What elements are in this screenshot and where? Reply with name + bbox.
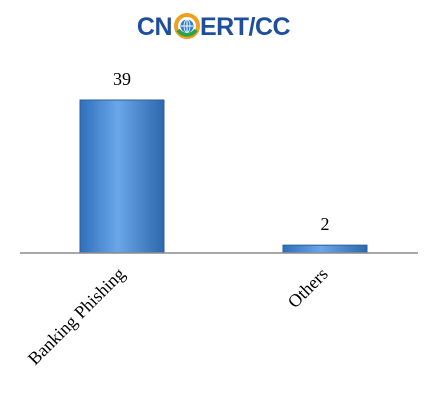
logo-text-right: ERT/CC <box>200 13 291 41</box>
bar-1 <box>282 244 368 254</box>
cncert-logo: CN ERT/CC <box>137 13 291 41</box>
globe-icon <box>174 13 200 39</box>
x-tick-label-1: Others <box>284 264 332 312</box>
plot-area: 39 Banking Phishing 2 Others <box>20 69 418 369</box>
logo-text-left: CN <box>137 13 172 41</box>
x-tick-label-0: Banking Phishing <box>24 264 129 369</box>
data-label-0: 39 <box>113 69 131 89</box>
bar-0 <box>79 99 165 254</box>
data-label-1: 2 <box>321 214 330 234</box>
